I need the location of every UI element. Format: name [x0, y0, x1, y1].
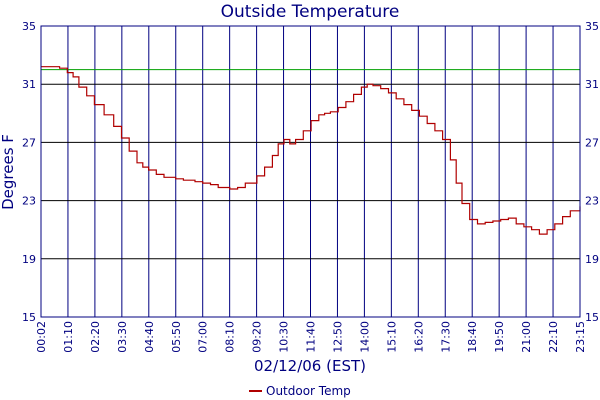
plot-frame [40, 25, 581, 318]
y-tick-label-left: 19 [22, 253, 36, 266]
y-axis-title: Degrees F [0, 134, 17, 210]
x-tick-label: 09:20 [251, 321, 264, 353]
grid-lines [41, 26, 580, 317]
y-tick-label-right: 35 [585, 20, 599, 33]
x-tick-label: 01:10 [62, 321, 75, 353]
series-line-outdoor-temp [41, 66, 581, 235]
x-tick-label: 18:40 [466, 321, 479, 353]
x-tick-label: 04:40 [143, 321, 156, 353]
x-tick-label: 02:20 [89, 321, 102, 353]
legend-label-outdoor-temp: Outdoor Temp [266, 384, 351, 398]
x-tick-label: 23:15 [574, 321, 587, 353]
x-tick-label: 19:50 [493, 321, 506, 353]
x-tick-label: 07:00 [197, 321, 210, 353]
series-lines [41, 66, 581, 235]
tick-labels: 00:02 01:10 02:20 03:30 04:40 05:50 07:00 08:10… [22, 20, 599, 353]
x-axis-title: 02/12/06 (EST) [254, 357, 366, 375]
x-tick-label: 17:30 [439, 321, 452, 353]
chart-title: Outside Temperature [221, 2, 400, 22]
y-tick-label-right: 23 [585, 195, 599, 208]
y-tick-label-left: 15 [22, 311, 36, 324]
x-tick-label: 05:50 [170, 321, 183, 353]
x-tick-label: 21:00 [520, 321, 533, 353]
x-tick-label: 14:00 [358, 321, 371, 353]
y-tick-label-left: 35 [22, 20, 36, 33]
x-tick-label: 08:10 [224, 321, 237, 353]
y-tick-label-right: 19 [585, 253, 599, 266]
y-tick-label-left: 27 [22, 136, 36, 149]
y-tick-label-left: 23 [22, 195, 36, 208]
x-tick-label: 15:10 [385, 321, 398, 353]
x-tick-label: 10:30 [278, 321, 291, 353]
x-tick-label: 00:02 [35, 321, 48, 353]
x-tick-label: 16:20 [412, 321, 425, 353]
y-tick-label-right: 31 [585, 78, 599, 91]
x-tick-label: 22:10 [547, 321, 560, 353]
y-tick-label-right: 15 [585, 311, 599, 324]
y-tick-label-right: 27 [585, 136, 599, 149]
legend: Outdoor Temp [249, 384, 351, 398]
x-tick-label: 12:50 [331, 321, 344, 353]
y-tick-label-left: 31 [22, 78, 36, 91]
x-tick-label: 11:40 [305, 321, 318, 353]
x-tick-label: 03:30 [116, 321, 129, 353]
